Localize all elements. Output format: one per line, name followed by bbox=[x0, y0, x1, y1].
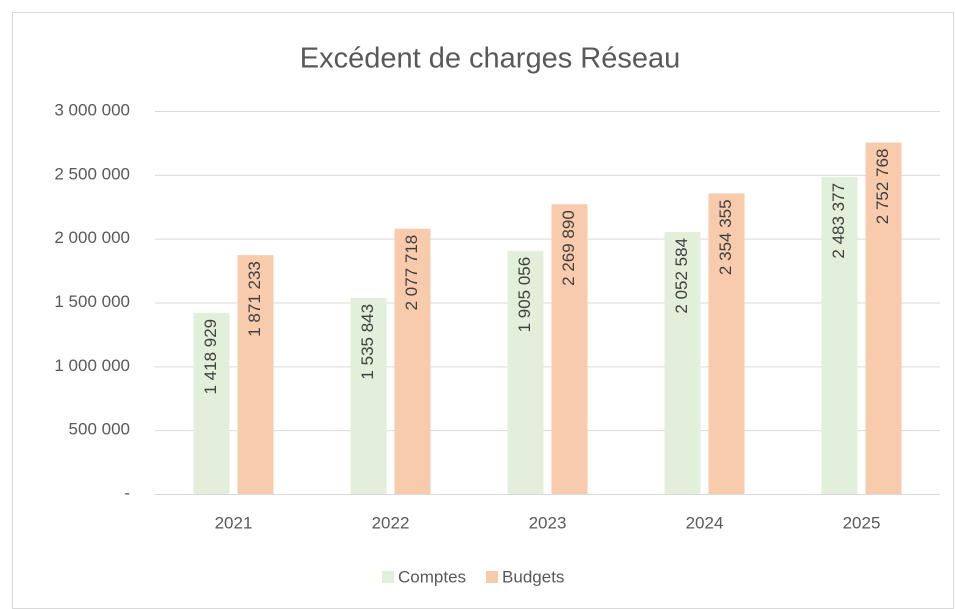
data-label: 1 871 233 bbox=[245, 261, 264, 337]
bar bbox=[507, 250, 544, 494]
y-tick-label: 500 000 bbox=[69, 420, 130, 439]
data-label: 2 077 718 bbox=[402, 235, 421, 311]
legend-swatch bbox=[382, 571, 394, 583]
bar bbox=[193, 312, 230, 494]
legend-label: Budgets bbox=[502, 567, 564, 586]
x-tick-label: 2021 bbox=[215, 513, 253, 532]
bar bbox=[821, 176, 858, 494]
x-tick-label: 2024 bbox=[686, 513, 724, 532]
y-tick-label: 1 500 000 bbox=[54, 292, 130, 311]
y-tick-label: - bbox=[124, 483, 130, 502]
bar bbox=[551, 204, 588, 495]
bar bbox=[237, 255, 274, 494]
y-tick-label: 2 500 000 bbox=[54, 164, 130, 183]
y-tick-label: 2 000 000 bbox=[54, 228, 130, 247]
data-label: 2 269 890 bbox=[559, 210, 578, 286]
legend-label: Comptes bbox=[398, 567, 466, 586]
bar bbox=[350, 297, 387, 494]
data-label: 2 354 355 bbox=[716, 199, 735, 275]
data-label: 2 752 768 bbox=[873, 149, 892, 225]
data-label: 1 418 929 bbox=[201, 319, 220, 395]
y-tick-label: 3 000 000 bbox=[54, 100, 130, 119]
y-tick-label: 1 000 000 bbox=[54, 356, 130, 375]
chart-frame bbox=[12, 12, 954, 609]
chart-title: Excédent de charges Réseau bbox=[300, 43, 680, 75]
bar bbox=[394, 228, 431, 494]
bar bbox=[708, 193, 745, 494]
x-tick-label: 2025 bbox=[843, 513, 881, 532]
bar bbox=[664, 231, 701, 495]
legend-swatch bbox=[486, 571, 499, 583]
data-label: 2 483 377 bbox=[829, 183, 848, 259]
data-label: 1 905 056 bbox=[515, 257, 534, 333]
data-label: 1 535 843 bbox=[358, 304, 377, 380]
data-label: 2 052 584 bbox=[672, 238, 691, 314]
x-tick-label: 2023 bbox=[529, 513, 567, 532]
bar bbox=[865, 142, 902, 494]
x-tick-label: 2022 bbox=[372, 513, 410, 532]
